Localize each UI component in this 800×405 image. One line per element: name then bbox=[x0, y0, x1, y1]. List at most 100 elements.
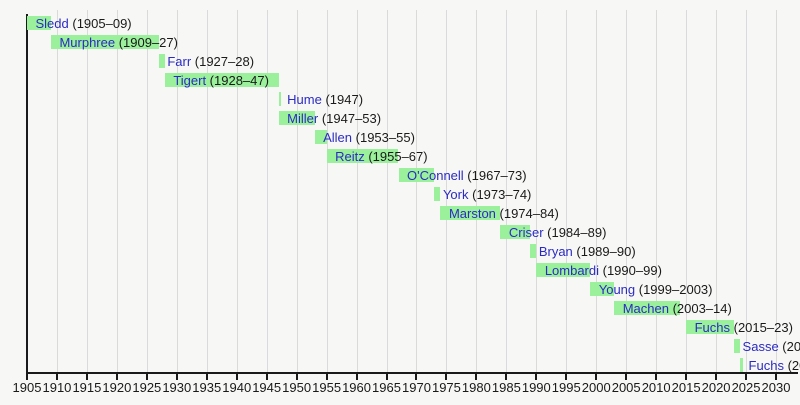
president-link[interactable]: Hume bbox=[287, 91, 322, 107]
tenure-bar[interactable] bbox=[734, 338, 741, 353]
president-link[interactable]: Reitz bbox=[335, 148, 365, 164]
gridline bbox=[176, 10, 178, 372]
tenure-years: (1947) bbox=[321, 91, 364, 107]
axis-tick bbox=[145, 372, 148, 380]
president-link[interactable]: Murphree bbox=[59, 34, 116, 50]
axis-tick bbox=[235, 372, 238, 380]
gridline bbox=[116, 10, 118, 372]
tenure-bar[interactable] bbox=[278, 91, 282, 106]
tenure-bar[interactable] bbox=[686, 319, 735, 334]
gridline bbox=[356, 10, 358, 372]
tenure-bar[interactable] bbox=[278, 110, 315, 125]
row-label: Criser (1984–89) bbox=[509, 225, 607, 240]
axis-tick bbox=[355, 372, 358, 380]
axis-tick-label: 1910 bbox=[42, 380, 72, 395]
row-label: Hume (1947) bbox=[287, 92, 363, 107]
gridline bbox=[416, 10, 418, 372]
tenure-bar[interactable] bbox=[314, 129, 327, 144]
tenure-bar[interactable] bbox=[614, 300, 681, 315]
president-link[interactable]: Fuchs bbox=[694, 319, 731, 335]
tenure-bar[interactable] bbox=[740, 357, 744, 372]
gridline bbox=[446, 10, 448, 372]
gridline bbox=[56, 10, 58, 372]
tenure-bar[interactable] bbox=[326, 148, 399, 163]
gridline bbox=[326, 10, 328, 372]
row-label: York (1973–74) bbox=[443, 187, 531, 202]
gridline bbox=[686, 10, 688, 372]
gridline bbox=[626, 10, 628, 372]
tenure-bar[interactable] bbox=[164, 72, 279, 87]
president-link[interactable]: O'Connell bbox=[407, 167, 464, 183]
axis-tick-label: 1955 bbox=[312, 380, 342, 395]
axis-tick bbox=[55, 372, 58, 380]
gridline bbox=[296, 10, 298, 372]
tenure-bar[interactable] bbox=[536, 262, 591, 277]
axis-tick bbox=[445, 372, 448, 380]
tenure-years: (1927–28) bbox=[191, 53, 255, 69]
president-link[interactable]: Sledd bbox=[35, 15, 69, 31]
tenure-bar[interactable] bbox=[398, 167, 435, 182]
row-label: Miller (1947–53) bbox=[287, 111, 381, 126]
president-link[interactable]: York bbox=[442, 186, 469, 202]
row-label: Lombardi (1990–99) bbox=[545, 263, 662, 278]
row-label: Allen (1953–55) bbox=[323, 130, 415, 145]
president-link[interactable]: Bryan bbox=[538, 243, 573, 259]
axis-tick-label: 1985 bbox=[491, 380, 521, 395]
axis-tick-label: 2020 bbox=[701, 380, 731, 395]
president-link[interactable]: Lombardi bbox=[544, 262, 600, 278]
axis-tick bbox=[205, 372, 208, 380]
president-link[interactable]: Farr bbox=[167, 53, 192, 69]
axis-tick-label: 1920 bbox=[102, 380, 132, 395]
tenure-bar[interactable] bbox=[500, 224, 531, 239]
president-link[interactable]: Allen bbox=[323, 129, 353, 145]
tenure-years: (1955–67) bbox=[364, 148, 428, 164]
axis-tick-label: 1940 bbox=[222, 380, 252, 395]
president-link[interactable]: Tigert bbox=[173, 72, 207, 88]
president-link[interactable]: Sasse bbox=[742, 338, 779, 354]
tenure-years: (1947–53) bbox=[318, 110, 382, 126]
axis-tick-label: 2000 bbox=[581, 380, 611, 395]
tenure-years: (2003–14) bbox=[668, 300, 732, 316]
axis-tick-label: 1925 bbox=[132, 380, 162, 395]
row-label: Machen (2003–14) bbox=[623, 301, 732, 316]
tenure-bar[interactable] bbox=[440, 205, 501, 220]
axis-tick-label: 2010 bbox=[641, 380, 671, 395]
axis-tick bbox=[26, 372, 28, 380]
tenure-bar[interactable] bbox=[27, 15, 51, 30]
president-link[interactable]: Criser bbox=[508, 224, 544, 240]
gridline bbox=[236, 10, 238, 372]
tenure-bar[interactable] bbox=[434, 186, 441, 201]
tenure-bar[interactable] bbox=[530, 243, 537, 258]
axis-tick bbox=[625, 372, 628, 380]
tenure-years: (1974–84) bbox=[495, 205, 559, 221]
president-link[interactable]: Machen bbox=[622, 300, 669, 316]
axis-tick bbox=[85, 372, 88, 380]
president-link[interactable]: Miller bbox=[287, 110, 319, 126]
president-link[interactable]: Marston bbox=[448, 205, 496, 221]
tenure-bar[interactable] bbox=[50, 34, 159, 49]
axis-tick bbox=[325, 372, 328, 380]
axis-tick-label: 1965 bbox=[372, 380, 401, 395]
axis-tick bbox=[295, 372, 298, 380]
axis-tick bbox=[685, 372, 688, 380]
tenure-bar[interactable] bbox=[158, 53, 165, 68]
axis-tick bbox=[265, 372, 268, 380]
axis-tick-label: 1975 bbox=[431, 380, 461, 395]
tenure-years: (1999–2003) bbox=[635, 281, 713, 297]
row-label: Sasse (2023–24) bbox=[743, 339, 800, 354]
gridline bbox=[746, 10, 748, 372]
origin-gridline bbox=[26, 14, 28, 374]
tenure-bar[interactable] bbox=[590, 281, 615, 296]
president-link[interactable]: Young bbox=[598, 281, 636, 297]
axis-tick-label: 1970 bbox=[402, 380, 431, 395]
gridline bbox=[716, 10, 718, 372]
axis-tick-label: 1935 bbox=[192, 380, 222, 395]
axis-tick-label: 1960 bbox=[342, 380, 371, 395]
axis-tick-label: 1945 bbox=[252, 380, 282, 395]
president-link[interactable]: Fuchs bbox=[748, 357, 784, 373]
gridline bbox=[146, 10, 148, 372]
